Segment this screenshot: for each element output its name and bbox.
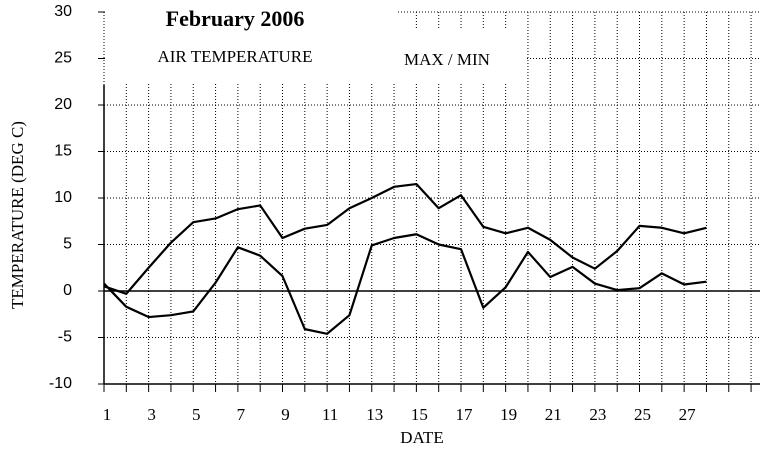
x-axis-label: DATE	[400, 428, 443, 447]
y-tick-label: 15	[54, 143, 72, 160]
x-tick-label: 25	[634, 405, 651, 424]
x-tick-label: 7	[237, 405, 246, 424]
y-tick-label: 10	[54, 189, 72, 206]
title-mask	[105, 0, 397, 84]
x-tick-label: 11	[322, 405, 338, 424]
x-tick-label: 17	[456, 405, 474, 424]
x-tick-label: 1	[103, 405, 112, 424]
legend-text: MAX / MIN	[404, 50, 490, 69]
x-tick-label: 15	[411, 405, 428, 424]
y-tick-label: -10	[49, 375, 72, 392]
data-line	[103, 182, 707, 295]
x-tick-label: 9	[281, 405, 290, 424]
subtitle: AIR TEMPERATURE	[157, 47, 312, 66]
x-tick-label: 27	[679, 405, 697, 424]
x-tick-label: 3	[147, 405, 156, 424]
x-tick-label: 23	[589, 405, 606, 424]
x-tick-label: 5	[192, 405, 201, 424]
y-tick-label: 25	[54, 50, 72, 67]
grid	[103, 11, 760, 385]
x-tick-label: 21	[545, 405, 562, 424]
y-tick-label: 30	[54, 3, 72, 20]
y-tick-label: 0	[63, 282, 72, 299]
y-tick-label: -5	[58, 329, 72, 346]
data-line	[103, 233, 707, 335]
x-tick-label: 19	[500, 405, 517, 424]
x-tick-label: 13	[366, 405, 383, 424]
y-tick-label: 20	[54, 96, 72, 113]
chart-title: February 2006	[166, 6, 305, 31]
y-tick-label: 5	[63, 236, 72, 253]
y-axis-label: TEMPERATURE (DEG C)	[8, 121, 27, 309]
title-mask	[397, 30, 525, 84]
